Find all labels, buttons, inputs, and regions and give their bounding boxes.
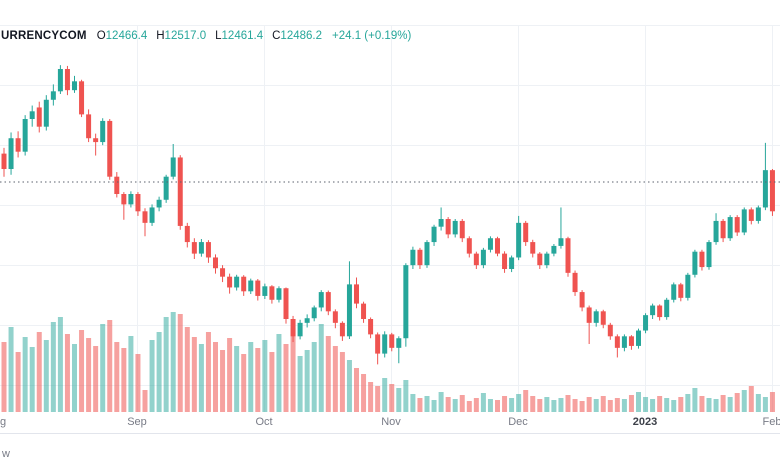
axis-label-2023: 2023 [632,416,658,428]
axis-label-sep: Sep [127,416,147,428]
price-change: +24.1 (+0.19%) [332,30,412,42]
ohlc-high: H12517.0 [156,30,207,42]
axis-label-feb: Feb [762,416,780,428]
axis-label-oct: Oct [255,416,273,428]
time-axis[interactable]: g Sep Oct Nov Dec 2023 Feb [0,414,780,430]
candlestick-canvas[interactable] [0,0,780,412]
axis-label-dec: Dec [508,416,528,428]
axis-separator [0,433,780,434]
chart-pane[interactable] [0,0,780,412]
ohlc-low: L12461.4 [215,30,264,42]
ohlc-open: O12466.4 [96,30,148,42]
axis-label-nov: Nov [381,416,401,428]
footer-partial-text: w [2,448,10,460]
axis-label-aug-partial: g [0,416,7,428]
ohlc-readout: URRENCYCOM O12466.4 H12517.0 L12461.4 C12486… [1,28,411,44]
ohlc-close: C12486.2 [272,30,322,42]
ticker-symbol: URRENCYCOM [1,30,87,42]
